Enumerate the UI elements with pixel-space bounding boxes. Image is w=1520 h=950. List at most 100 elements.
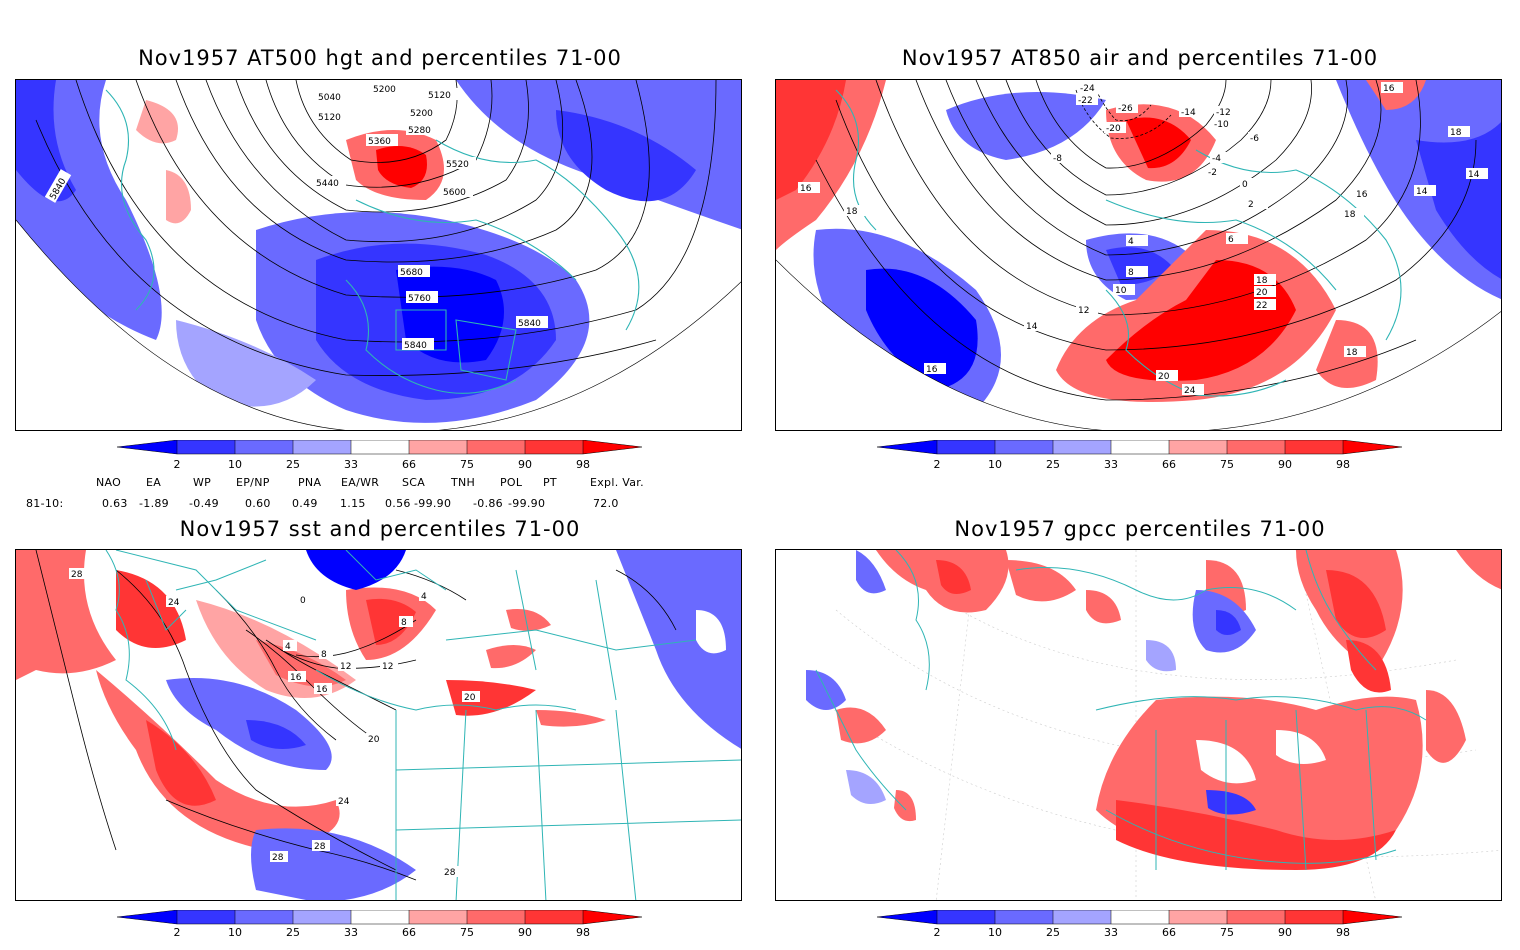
contour-label: 5040: [318, 93, 341, 103]
contour-label: 18: [1450, 128, 1462, 138]
contour-label: 5200: [410, 109, 433, 119]
colorbar-label: 10: [988, 458, 1002, 471]
colorbar-swatches: [876, 909, 1403, 925]
contour-label: -22: [1078, 96, 1093, 106]
map-sst-svg: 28 24 0 4 4 8 8 12 12 16 16 20 20 24 28 …: [16, 550, 741, 900]
contour-label: 16: [290, 673, 302, 683]
index-header-ea: EA: [146, 476, 162, 489]
map-gpcc-svg: [776, 550, 1501, 900]
index-value-pna: 0.49: [292, 497, 318, 510]
colorbar-label: 66: [402, 926, 416, 939]
colorbar-label: 25: [286, 458, 300, 471]
index-header-pna: PNA: [298, 476, 322, 489]
contour-label: 20: [368, 735, 380, 745]
contour-label: -12: [1216, 108, 1231, 118]
contour-label: 14: [1026, 322, 1038, 332]
contour-label: -20: [1106, 124, 1121, 134]
contour-label: 5840: [404, 341, 427, 351]
contour-label: 12: [1078, 306, 1089, 316]
contour-label: 5120: [428, 91, 451, 101]
colorbar-label: 98: [1336, 926, 1350, 939]
index-value-pt: -99.90: [508, 497, 546, 510]
contour-label: 8: [401, 618, 407, 628]
contour-label: 18: [1346, 348, 1358, 358]
panel-title-hgt500: Nov1957 AT500 hgt and percentiles 71-00: [138, 46, 622, 70]
colorbar-label: 25: [286, 926, 300, 939]
contour-label: 5200: [373, 85, 396, 95]
contour-label: -26: [1118, 104, 1133, 114]
contour-label: 5520: [446, 160, 469, 170]
colorbar-label: 33: [344, 458, 358, 471]
contour-label: 16: [1356, 190, 1368, 200]
contour-label: 18: [1344, 210, 1356, 220]
colorbar-swatches: [116, 909, 643, 925]
index-value-eawr: 1.15: [340, 497, 366, 510]
contour-label: 5120: [318, 113, 341, 123]
colorbar-label: 90: [518, 458, 532, 471]
contour-label: 14: [1416, 187, 1428, 197]
contour-label: 28: [272, 853, 284, 863]
contour-label: 8: [321, 650, 327, 660]
panel-title-air850: Nov1957 AT850 air and percentiles 71-00: [901, 46, 1379, 70]
contour-label: 5600: [443, 188, 466, 198]
contour-label: 28: [71, 570, 83, 580]
index-header-eawr: EA/WR: [341, 476, 380, 489]
contour-label: 0: [300, 596, 306, 606]
map-air850: -24 -22 -26 -20 -14 -12 -10 -8 -6 -4 -2 …: [775, 79, 1502, 431]
contour-label: 0: [1242, 180, 1248, 190]
colorbar-label: 75: [460, 926, 474, 939]
contour-label: 24: [1184, 386, 1196, 396]
contour-label: 12: [340, 662, 351, 672]
map-sst: 28 24 0 4 4 8 8 12 12 16 16 20 20 24 28 …: [15, 549, 742, 901]
index-header-pt: PT: [543, 476, 557, 489]
colorbar-label: 98: [1336, 458, 1350, 471]
colorbar-label: 2: [933, 458, 941, 471]
colorbar-label: 2: [173, 926, 181, 939]
contour-label: 24: [338, 797, 350, 807]
contour-label: 4: [421, 592, 427, 602]
colorbar-label: 66: [402, 458, 416, 471]
contour-label: 20: [464, 693, 476, 703]
contour-label: 2: [1248, 200, 1254, 210]
contour-label: 10: [1115, 286, 1127, 296]
contour-label: -6: [1250, 134, 1259, 144]
colorbar-label: 10: [228, 926, 242, 939]
contour-label: 16: [316, 685, 328, 695]
contour-label: 16: [800, 184, 812, 194]
colorbar-label: 10: [988, 926, 1002, 939]
contour-label: 5840: [518, 319, 541, 329]
colorbar-label: 66: [1162, 458, 1176, 471]
contour-label: 4: [1128, 237, 1134, 247]
index-value-epnp: 0.60: [245, 497, 271, 510]
colorbar-label: 10: [228, 458, 242, 471]
colorbar-label: 66: [1162, 926, 1176, 939]
index-header-wp: WP: [193, 476, 212, 489]
index-value-pol: -0.86: [473, 497, 503, 510]
colorbar-bottom-left: 2 10 25 33 66 75 90 98: [116, 909, 647, 950]
contour-label: 20: [1158, 372, 1170, 382]
colorbar-label: 75: [1220, 458, 1234, 471]
map-hgt500: 5040 5120 5200 5120 5200 5280 5360 5440 …: [15, 79, 742, 431]
contour-label: 16: [1383, 84, 1395, 94]
contour-label: -10: [1214, 120, 1229, 130]
contour-label: 5440: [316, 179, 339, 189]
colorbar-swatches: [876, 439, 1403, 455]
colorbar-label: 98: [576, 926, 590, 939]
contour-label: 14: [1468, 170, 1480, 180]
contour-label: 5760: [408, 294, 431, 304]
index-header-sca: SCA: [402, 476, 426, 489]
contour-label: 5280: [408, 126, 431, 136]
contour-label: 4: [285, 642, 291, 652]
index-header-expl-var: Expl. Var.: [590, 476, 644, 489]
contour-label: 5360: [368, 137, 391, 147]
colorbar-top-left: 2 10 25 33 66 75 90 98: [116, 439, 647, 480]
contour-label: 22: [1256, 301, 1267, 311]
contour-label: -24: [1080, 84, 1095, 94]
contour-label: -14: [1181, 108, 1196, 118]
contour-label: 18: [846, 207, 858, 217]
index-header-tnh: TNH: [451, 476, 476, 489]
colorbar-label: 98: [576, 458, 590, 471]
colorbar-label: 2: [173, 458, 181, 471]
colorbar-label: 90: [1278, 458, 1292, 471]
colorbar-label: 25: [1046, 458, 1060, 471]
